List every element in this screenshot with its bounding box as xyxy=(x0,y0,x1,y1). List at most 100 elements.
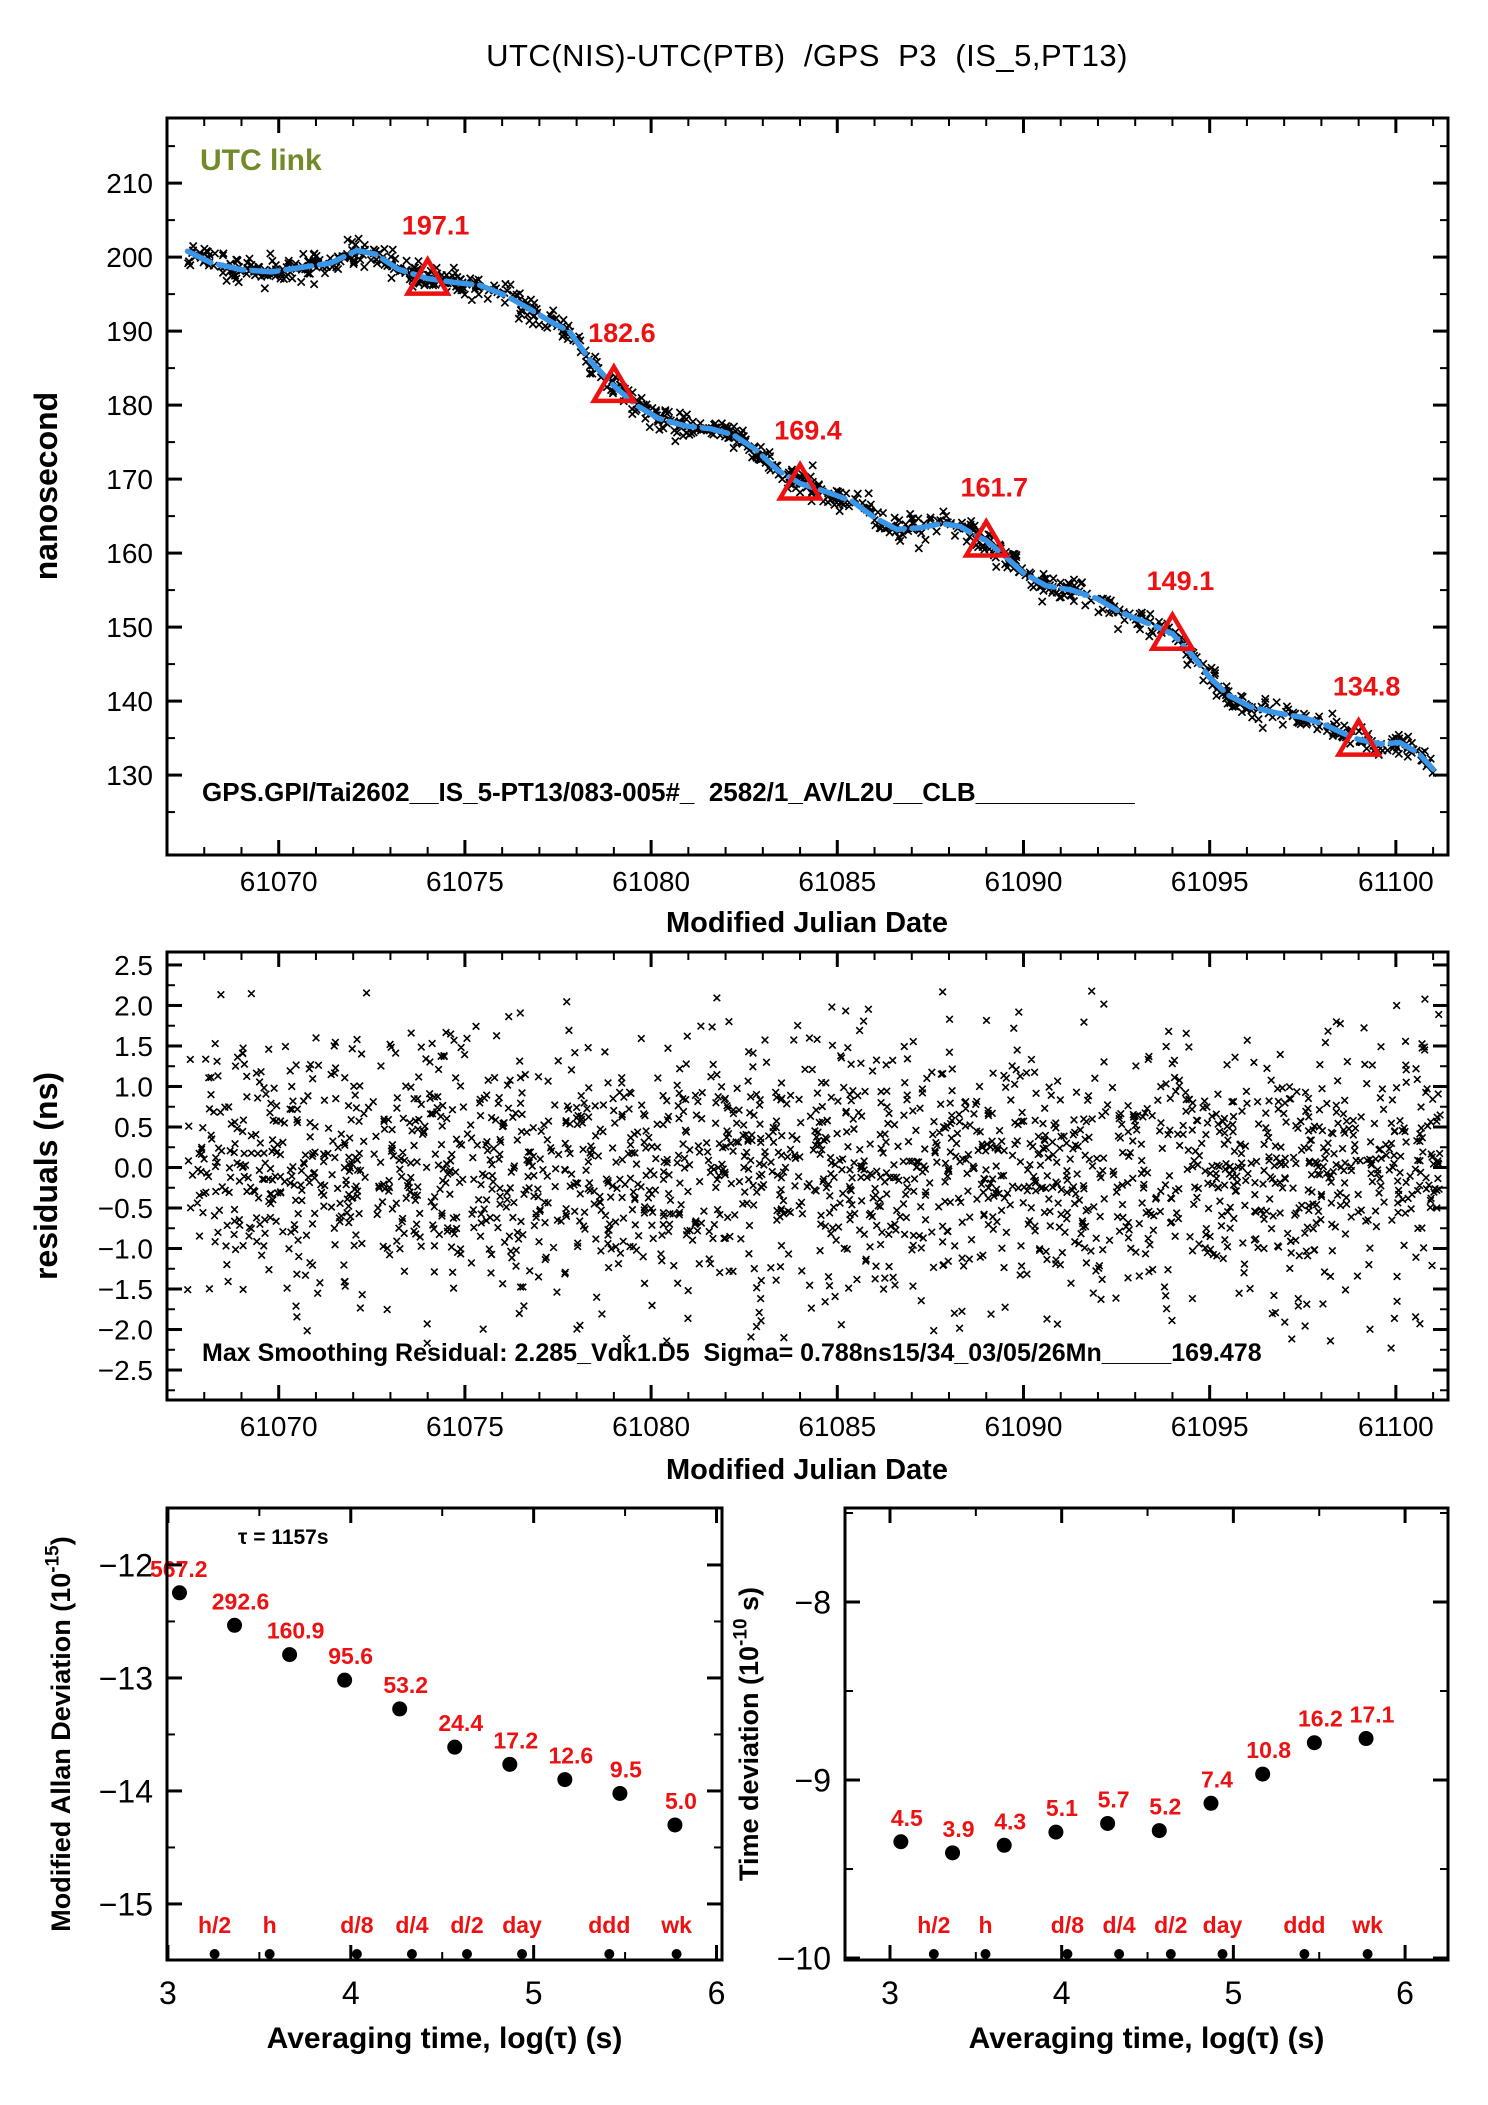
x-tick-label: 61070 xyxy=(240,1411,318,1442)
x-tick-label: 61100 xyxy=(1358,866,1434,897)
data-point xyxy=(1358,1731,1374,1747)
residuals-panel: 61070 61075 61080 61085 61090 61095 61100 2.5 2.… xyxy=(28,950,1450,1486)
residual-scatter xyxy=(183,987,1445,1352)
data-point xyxy=(1048,1824,1064,1840)
point-value-label: 95.6 xyxy=(328,1643,373,1669)
y-tick-label: −14 xyxy=(99,1773,153,1809)
data-point xyxy=(893,1834,909,1850)
data-point xyxy=(996,1837,1012,1853)
x-tick-label: 61080 xyxy=(612,866,690,897)
point-value-label: 4.3 xyxy=(994,1808,1026,1834)
point-value-label: 16.2 xyxy=(1298,1706,1343,1732)
epoch-label: h xyxy=(263,1912,277,1938)
y-tick-label: 140 xyxy=(106,686,153,717)
epoch-dot xyxy=(1299,1949,1310,1959)
panel-frame xyxy=(843,1506,1450,1962)
epoch-label: h/2 xyxy=(198,1912,231,1938)
epoch-label: d/2 xyxy=(450,1912,483,1938)
point-value-label: 292.6 xyxy=(212,1588,270,1614)
epoch-dot xyxy=(209,1949,220,1959)
data-point xyxy=(945,1845,961,1861)
point-value-label: 12.6 xyxy=(548,1743,593,1769)
y-tick-label: 160 xyxy=(106,538,153,569)
data-scatter xyxy=(183,234,1437,778)
x-tick-label: 61095 xyxy=(1171,1411,1249,1442)
x-tick-label: 61090 xyxy=(985,866,1063,897)
y-tick-label: −1.5 xyxy=(98,1274,153,1305)
point-value-label: 7.4 xyxy=(1201,1766,1233,1792)
point-value-label: 53.2 xyxy=(383,1672,428,1698)
chart-title: UTC(NIS)-UTC(PTB) /GPS P3 (IS_5,PT13) xyxy=(486,38,1128,73)
marker-triangle xyxy=(403,255,452,296)
data-point xyxy=(1100,1815,1116,1831)
point-value-label: 24.4 xyxy=(438,1710,483,1736)
x-tick-label: 61085 xyxy=(798,866,876,897)
x-axis-title: Modified Julian Date xyxy=(666,1454,948,1486)
data-point xyxy=(282,1647,298,1663)
tdev-chart: 4.5 3.9 4.3 5.1 5.7 5.2 7.4 10.8 16.2 17.1 h/2 h d/8… xyxy=(731,1506,1450,2055)
x-axis-title: Averaging time, log(τ) (s) xyxy=(267,2022,623,2055)
marker-value-label: 149.1 xyxy=(1147,566,1215,596)
point-value-label: 9.5 xyxy=(610,1756,642,1782)
y-axis-title: residuals (ns) xyxy=(28,1072,64,1280)
x-tick-label: 6 xyxy=(1396,1975,1414,2011)
y-tick-label: 150 xyxy=(106,612,153,643)
data-point xyxy=(502,1756,518,1772)
y-tick-label: 210 xyxy=(106,168,153,199)
marker-value-label: 197.1 xyxy=(402,211,470,241)
y-axis-title: Modified Allan Deviation (10-15) xyxy=(43,1536,76,1932)
panel-frame xyxy=(165,116,1450,857)
panel-frame xyxy=(165,950,1450,1402)
x-tick-label: 61085 xyxy=(798,1411,876,1442)
y-tick-label: −10 xyxy=(777,1941,831,1977)
epoch-dot xyxy=(351,1949,362,1959)
x-tick-label: 4 xyxy=(1053,1975,1071,2011)
data-point xyxy=(1306,1735,1322,1751)
epoch-label: d/2 xyxy=(1154,1912,1187,1938)
data-point xyxy=(612,1785,628,1801)
point-value-label: 17.1 xyxy=(1350,1702,1395,1728)
data-point xyxy=(667,1817,683,1833)
point-value-label: 160.9 xyxy=(267,1618,325,1644)
marker-triangle xyxy=(1334,716,1383,757)
data-point xyxy=(1203,1795,1219,1811)
epoch-dot xyxy=(264,1949,275,1959)
epoch-label: day xyxy=(502,1912,542,1938)
y-tick-label: 0.0 xyxy=(114,1153,153,1184)
y-tick-label: 2.0 xyxy=(114,991,153,1022)
x-tick-label: 61095 xyxy=(1171,866,1249,897)
epoch-label: ddd xyxy=(588,1912,630,1938)
y-tick-label: −2.5 xyxy=(98,1355,153,1386)
y-tick-label: 200 xyxy=(106,242,153,273)
y-tick-label: 130 xyxy=(106,760,153,791)
x-tick-label: 3 xyxy=(881,1975,899,2011)
marker-value-label: 169.4 xyxy=(774,416,842,446)
marker-value-label: 182.6 xyxy=(588,318,656,348)
y-tick-label: 190 xyxy=(106,316,153,347)
x-tick-label: 5 xyxy=(1224,1975,1242,2011)
gps-id-string: GPS.GPI/Tai2602__IS_5-PT13/083-005#_ 258… xyxy=(202,777,1135,807)
top-panel: 197.1 182.6 169.4 161.7 149.1 134.8 61070 61075… xyxy=(28,116,1450,939)
data-point xyxy=(1255,1766,1271,1782)
y-tick-label: −2.0 xyxy=(98,1315,153,1346)
data-point xyxy=(1151,1823,1167,1839)
data-point xyxy=(447,1739,463,1755)
marker-triangle xyxy=(962,517,1011,558)
marker-triangle xyxy=(1148,610,1197,652)
epoch-dot xyxy=(1062,1949,1073,1959)
epoch-label: wk xyxy=(1351,1912,1383,1938)
y-tick-label: −9 xyxy=(795,1763,831,1799)
marker-triangle xyxy=(776,460,824,501)
x-tick-label: 4 xyxy=(342,1975,360,2011)
x-tick-label: 5 xyxy=(525,1975,543,2011)
data-point xyxy=(227,1617,243,1633)
utc-link-label: UTC link xyxy=(200,144,322,177)
data-point xyxy=(337,1672,353,1688)
x-tick-label: 3 xyxy=(159,1975,177,2011)
y-tick-label: 170 xyxy=(106,464,153,495)
x-tick-label: 6 xyxy=(708,1975,726,2011)
y-tick-label: −13 xyxy=(99,1660,153,1696)
